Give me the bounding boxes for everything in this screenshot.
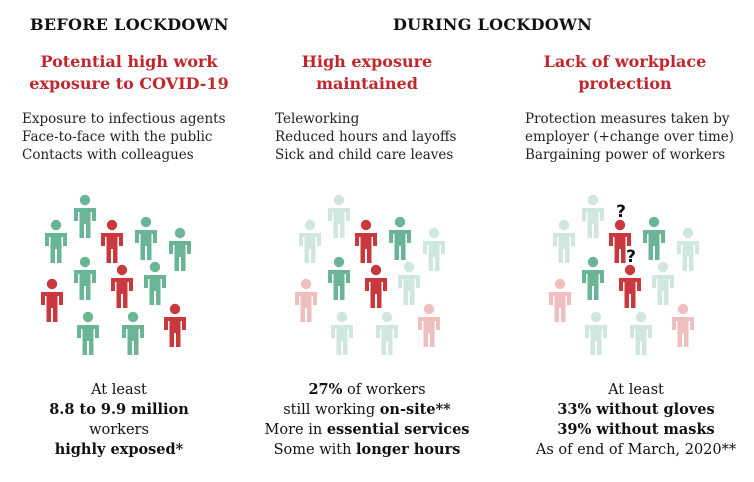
factor-item: Sick and child care leaves [275,147,454,163]
person-icon [585,311,607,355]
column-title-line: Potential high work [40,52,218,71]
factor-item: Bargaining power of workers [525,147,726,163]
stats-protection: At least 33% without gloves 39% without ma… [518,380,754,460]
question-mark-icon: ? [616,202,626,222]
person-icon [418,303,440,347]
stat-line: highly exposed* [0,440,238,460]
person-icon [328,256,350,300]
stat-line: 8.8 to 9.9 million [0,400,238,420]
person-icon [582,194,604,238]
stat-line: At least [518,380,754,400]
stat-line: 39% without masks [518,420,754,440]
stat-line: More in essential services [248,420,486,440]
stat-line: 27% of workers [248,380,486,400]
stat-line: workers [0,420,238,440]
stat-text: workers [89,422,149,438]
person-icon [376,311,398,355]
before-lockdown-header: BEFORE LOCKDOWN [30,15,229,34]
factor-item: employer (+change over time) [525,129,735,145]
person-icon [111,264,133,308]
question-mark-icon: ? [626,247,636,267]
column-title-line: protection [578,74,672,93]
person-icon [41,278,63,322]
stat-text: 8.8 to 9.9 million [49,401,189,418]
person-icon [553,219,575,263]
factor-item: Face-to-face with the public [22,129,213,145]
person-icon [549,278,571,322]
stat-text: As of end of March, 2020** [535,442,737,458]
column-title-line: exposure to COVID-19 [29,74,229,93]
stat-line: 33% without gloves [518,400,754,420]
stat-text: still working [283,402,380,418]
people-figures: ?? [41,194,699,355]
column-title-line: High exposure [301,52,433,71]
during-lockdown-header: DURING LOCKDOWN [393,15,593,34]
stat-line: still working on-site** [248,400,486,420]
stat-line: Some with longer hours [248,440,486,460]
person-icon: ? [609,202,631,263]
factor-list-before: Exposure to infectious agents Face-to-fa… [22,110,226,164]
person-icon [652,261,674,305]
column-title-lack-protection: Lack of workplace protection [496,51,754,95]
person-icon [389,216,411,260]
factor-item: Reduced hours and layoffs [275,129,457,145]
person-icon [672,303,694,347]
person-icon [365,264,387,308]
person-icon [355,219,377,263]
person-icon: ? [619,247,641,308]
factor-item: Exposure to infectious agents [22,111,226,127]
person-icon [398,261,420,305]
stat-text: At least [91,382,147,398]
stat-text: Some with [273,442,357,458]
person-icon [677,227,699,271]
person-icon [643,216,665,260]
person-icon [101,219,123,263]
person-icon [45,219,67,263]
stat-text: At least [608,382,664,398]
factor-item: Protection measures taken by [525,111,730,127]
person-icon [74,256,96,300]
stat-text: essential services [326,421,470,438]
stat-text: on-site** [379,401,451,418]
person-icon [295,278,317,322]
person-icon [169,227,191,271]
person-icon [582,256,604,300]
stat-text: longer hours [356,441,461,458]
person-icon [423,227,445,271]
person-icon [135,216,157,260]
column-title-line: Lack of workplace [543,52,707,71]
person-icon [74,194,96,238]
column-title-potential-exposure: Potential high work exposure to COVID-19 [0,51,258,95]
person-icon [630,311,652,355]
person-icon [299,219,321,263]
factor-item: Teleworking [275,111,360,127]
stat-text: More in [264,422,327,438]
stat-text: highly exposed* [54,441,184,458]
stat-line: As of end of March, 2020** [518,440,754,460]
stat-line: At least [0,380,238,400]
factor-list-protection: Protection measures taken by employer (+… [525,110,734,164]
stat-text: of workers [342,382,426,398]
person-icon [77,311,99,355]
stats-before: At least 8.8 to 9.9 million workers highly … [0,380,238,460]
person-icon [331,311,353,355]
column-title-high-exposure: High exposure maintained [238,51,496,95]
stats-during: 27% of workers still working on-site** Mor… [248,380,486,460]
factor-list-during: Teleworking Reduced hours and layoffs Si… [275,110,456,164]
stat-text: 39% without masks [557,421,715,438]
person-icon [144,261,166,305]
person-icon [328,194,350,238]
person-icon [122,311,144,355]
stat-text: 33% without gloves [557,401,715,418]
stat-text: 27% [308,381,343,398]
factor-item: Contacts with colleagues [22,147,194,163]
person-icon [164,303,186,347]
column-title-line: maintained [316,74,418,93]
